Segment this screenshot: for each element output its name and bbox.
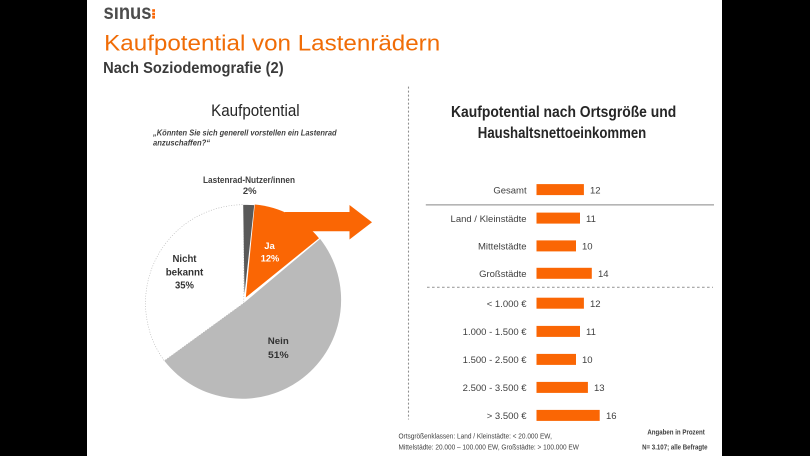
svg-text:anzuschaffen?“: anzuschaffen?“	[153, 138, 211, 148]
svg-text:„Könnten Sie sich generell vor: „Könnten Sie sich generell vorstellen ei…	[152, 128, 337, 138]
svg-text:Nicht: Nicht	[173, 254, 198, 265]
svg-text:1.500 - 2.500 €: 1.500 - 2.500 €	[463, 355, 528, 366]
svg-text:Mittelstädte: Mittelstädte	[478, 242, 527, 253]
svg-text:11: 11	[586, 327, 596, 338]
svg-text:2.500 - 3.500 €: 2.500 - 3.500 €	[463, 383, 528, 394]
svg-text:bekannt: bekannt	[166, 268, 204, 279]
svg-text:Mittelstädte: 20.000 – 100.000: Mittelstädte: 20.000 – 100.000 EW, Großs…	[399, 443, 580, 452]
svg-text:Großstädte: Großstädte	[479, 269, 527, 280]
svg-text:14: 14	[598, 269, 609, 280]
svg-text:> 3.500 €: > 3.500 €	[487, 411, 528, 422]
svg-text:Land / Kleinstädte: Land / Kleinstädte	[451, 214, 527, 225]
svg-text:Gesamt: Gesamt	[493, 185, 527, 196]
svg-text:12%: 12%	[261, 254, 280, 265]
svg-text:1.000 - 1.500 €: 1.000 - 1.500 €	[463, 327, 528, 338]
svg-text:Lastenrad-Nutzer/innen: Lastenrad-Nutzer/innen	[203, 175, 295, 186]
svg-text:Haushaltsnettoeinkommen: Haushaltsnettoeinkommen	[478, 125, 646, 142]
svg-text:Kaufpotential nach Ortsgröße u: Kaufpotential nach Ortsgröße und	[451, 104, 676, 121]
svg-text:Nach Soziodemografie (2): Nach Soziodemografie (2)	[103, 60, 284, 77]
svg-text:10: 10	[582, 242, 593, 253]
svg-text:10: 10	[582, 355, 593, 366]
svg-text:51%: 51%	[268, 350, 289, 361]
svg-text:Ortsgrößenklassen: Land / Klei: Ortsgrößenklassen: Land / Kleinstädte: <…	[399, 432, 552, 441]
svg-text:11: 11	[586, 214, 596, 225]
svg-text:16: 16	[606, 411, 617, 422]
svg-text:13: 13	[594, 383, 605, 394]
svg-text:Nein: Nein	[268, 336, 289, 347]
svg-text:12: 12	[590, 185, 601, 196]
svg-text:Ja: Ja	[264, 241, 275, 252]
svg-text:Angaben in Prozent: Angaben in Prozent	[647, 430, 705, 437]
svg-text:sınus: sınus	[104, 0, 152, 23]
svg-text:12: 12	[590, 299, 601, 310]
svg-text:N= 3.107; alle Befragte: N= 3.107; alle Befragte	[642, 445, 708, 452]
svg-text:35%: 35%	[175, 281, 194, 292]
svg-text:< 1.000 €: < 1.000 €	[487, 299, 528, 310]
svg-text:Kaufpotential von Lastenrädern: Kaufpotential von Lastenrädern	[104, 30, 440, 55]
svg-text:Kaufpotential: Kaufpotential	[211, 102, 300, 120]
svg-text:2%: 2%	[243, 186, 257, 197]
